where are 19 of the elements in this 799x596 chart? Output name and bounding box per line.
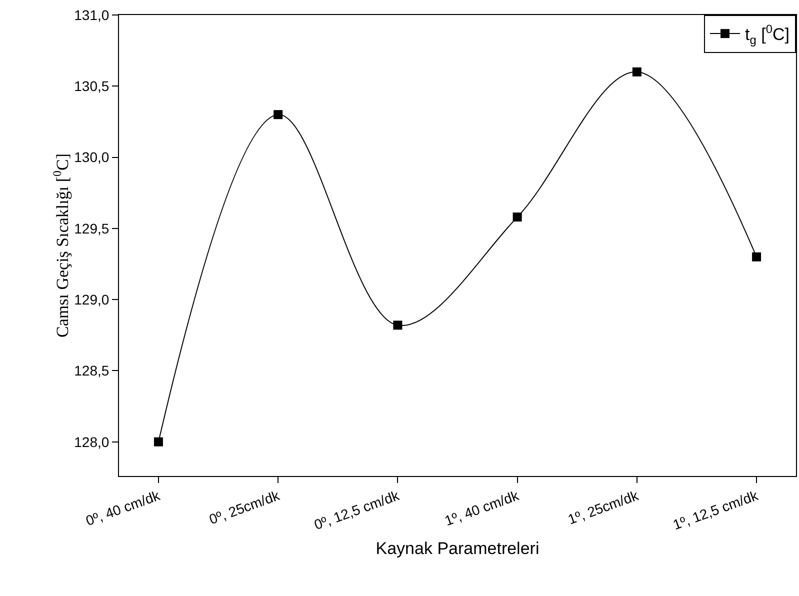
- x-tick-label: 1º, 12,5 cm/dk: [670, 486, 761, 533]
- y-tick-label: 128,5: [74, 362, 110, 379]
- y-tick-label: 130,0: [74, 149, 110, 166]
- point: [393, 320, 402, 330]
- x-tick-label: 0º, 40 cm/dk: [84, 486, 163, 529]
- x-tick-label: 1º, 40 cm/dk: [442, 486, 522, 529]
- point: [512, 212, 522, 222]
- point: [274, 110, 283, 120]
- x-axis-title: Kaynak Parametreleri: [376, 539, 540, 558]
- x-tick-label: 0º, 12,5 cm/dk: [312, 486, 402, 533]
- point: [154, 437, 163, 446]
- y-tick-label: 131,0: [74, 6, 110, 23]
- point: [632, 67, 642, 76]
- y-tick-label: 129,5: [74, 220, 110, 236]
- point: [752, 252, 762, 262]
- y-tick-label: 129,0: [74, 291, 110, 308]
- y-tick-label: 130,5: [74, 78, 110, 94]
- legend-label: t$_{g}$ [$^{0}$C]: [745, 22, 790, 47]
- y-tick-label: 128,0: [74, 434, 110, 450]
